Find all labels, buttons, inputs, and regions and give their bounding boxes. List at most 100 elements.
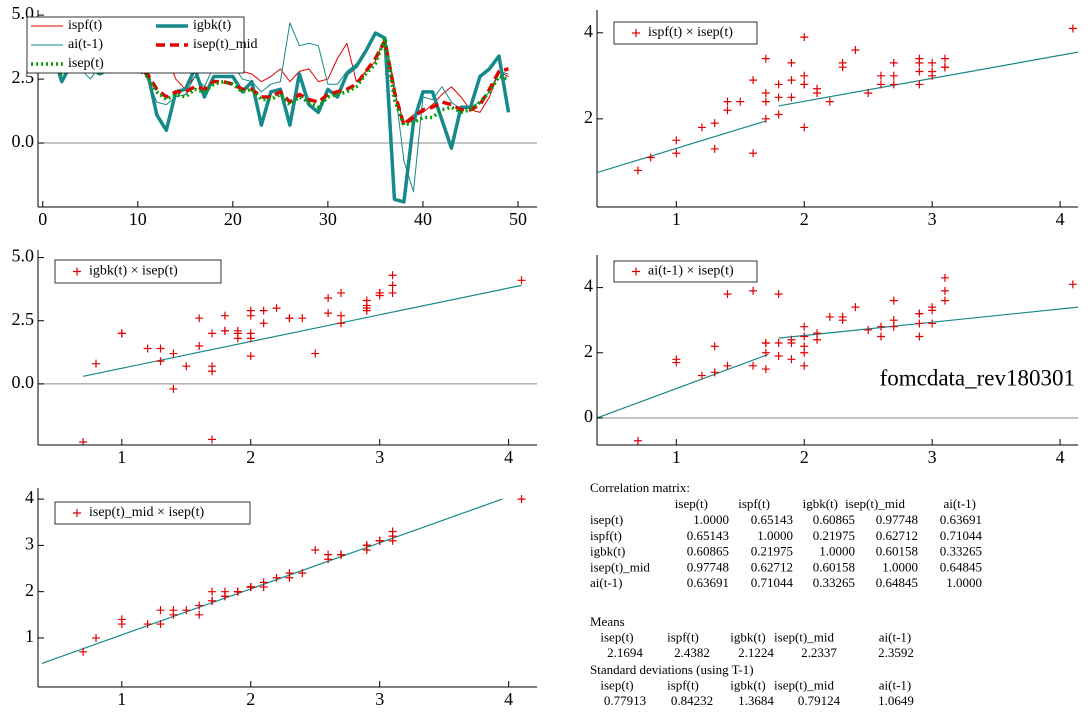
std_devs-header: isep(t)_mid: [774, 677, 834, 692]
plot-area: [38, 271, 537, 445]
scatter-point: [864, 89, 873, 98]
matrix-cell: 0.21975: [813, 528, 855, 543]
scatter-point: [337, 319, 346, 328]
plot-area: [597, 24, 1078, 175]
matrix-header: isep(t): [675, 496, 708, 511]
scatter-point: [800, 71, 809, 80]
scatter-point: [761, 338, 770, 347]
y-tick-label: 2: [584, 341, 593, 361]
scatter-point: [272, 573, 281, 582]
x-tick-label: 30: [319, 209, 337, 229]
scatter-point: [774, 338, 783, 347]
scatter-point: [825, 97, 834, 106]
x-tick-label: 4: [504, 447, 513, 467]
matrix-cell: 0.71044: [751, 575, 794, 590]
x-tick-label: 1: [672, 447, 681, 467]
scatter-point: [915, 67, 924, 76]
legend-box: [26, 16, 245, 74]
scatter-point: [697, 371, 706, 380]
y-tick-label: 0.0: [12, 131, 35, 151]
scatter-point: [736, 97, 745, 106]
scatter-point: [324, 293, 333, 302]
scatter-point: [156, 344, 165, 353]
std_devs-value: 0.79124: [798, 693, 841, 708]
matrix-cell: 1.0000: [693, 512, 729, 527]
scatter-point: [208, 587, 217, 596]
x-tick-label: 50: [509, 209, 527, 229]
x-tick-label: 1: [672, 209, 681, 229]
chart: 1 2 3 4 1 2 3 4 isep(t)_mid × isep(t): [25, 487, 537, 709]
scatter-point: [233, 334, 242, 343]
matrix-cell: 0.63691: [687, 575, 729, 590]
scatter-point: [800, 33, 809, 42]
scatter-point: [940, 63, 949, 72]
scatter-point: [787, 338, 796, 347]
scatter-point: [749, 76, 758, 85]
x-tick-label: 2: [246, 447, 255, 467]
scatter-point: [672, 136, 681, 145]
means-value: 2.1694: [607, 645, 643, 660]
scatter-point: [774, 290, 783, 299]
fit-line: [83, 284, 522, 377]
legend-swatch: [632, 29, 640, 37]
scatter-point: [761, 54, 770, 63]
y-tick-label: 5.0: [12, 246, 35, 266]
matrix-cell: 0.60158: [876, 544, 918, 559]
scatter-point: [800, 361, 809, 370]
scatter-point: [864, 325, 873, 334]
scatter-point: [388, 271, 397, 280]
x-tick-label: 2: [800, 209, 809, 229]
scatter-point: [169, 349, 178, 358]
std_devs-value: 0.77913: [604, 693, 646, 708]
scatter-point: [761, 114, 770, 123]
scatter-point: [774, 352, 783, 361]
scatter-point: [143, 620, 152, 629]
scatter-point: [697, 123, 706, 132]
scatter-point: [800, 348, 809, 357]
scatter-point: [761, 89, 770, 98]
scatter-point: [324, 550, 333, 559]
matrix-cell: 0.65143: [687, 528, 729, 543]
scatter-point: [928, 303, 937, 312]
matrix-cell: 0.60865: [687, 544, 729, 559]
matrix-title: Correlation matrix:: [590, 480, 690, 495]
matrix-cell: 0.97748: [876, 512, 918, 527]
scatter-point: [928, 319, 937, 328]
scatter-point: [259, 319, 268, 328]
matrix-cell: 0.60865: [813, 512, 855, 527]
scatter-point: [388, 527, 397, 536]
scatter-point: [723, 290, 732, 299]
scatter-point: [362, 541, 371, 550]
scatter-point: [889, 296, 898, 305]
scatter-point: [337, 550, 346, 559]
matrix-cell: 0.63691: [940, 512, 982, 527]
scatter-point: [233, 326, 242, 335]
scatter-point: [1068, 24, 1077, 33]
scatter-point: [672, 149, 681, 158]
y-tick-label: 3: [25, 534, 34, 554]
std_devs-title: Standard deviations (using T-1): [590, 662, 754, 677]
scatter-point: [851, 303, 860, 312]
means-value: 2.2337: [801, 645, 837, 660]
scatter-point: [182, 362, 191, 371]
scatter-point: [723, 361, 732, 370]
y-tick-label: 0.0: [12, 372, 35, 392]
legend-label: isep(t)_mid: [193, 37, 258, 52]
matrix-cell: 1.0000: [757, 528, 793, 543]
x-tick-label: 10: [129, 209, 147, 229]
matrix-cell: 0.21975: [751, 544, 793, 559]
matrix-header: ispf(t): [738, 496, 770, 511]
scatter-point: [246, 352, 255, 361]
scatter-point: [337, 311, 346, 320]
std_devs-header: ispf(t): [667, 677, 699, 692]
y-tick-label: 2.5: [12, 309, 35, 329]
means-header: isep(t): [600, 629, 633, 644]
scatter-point: [246, 306, 255, 315]
scatter-point: [774, 110, 783, 119]
scatter-point: [324, 309, 333, 318]
y-tick-label: 4: [584, 21, 593, 41]
scatter-point: [117, 615, 126, 624]
legend-box: [54, 501, 251, 525]
